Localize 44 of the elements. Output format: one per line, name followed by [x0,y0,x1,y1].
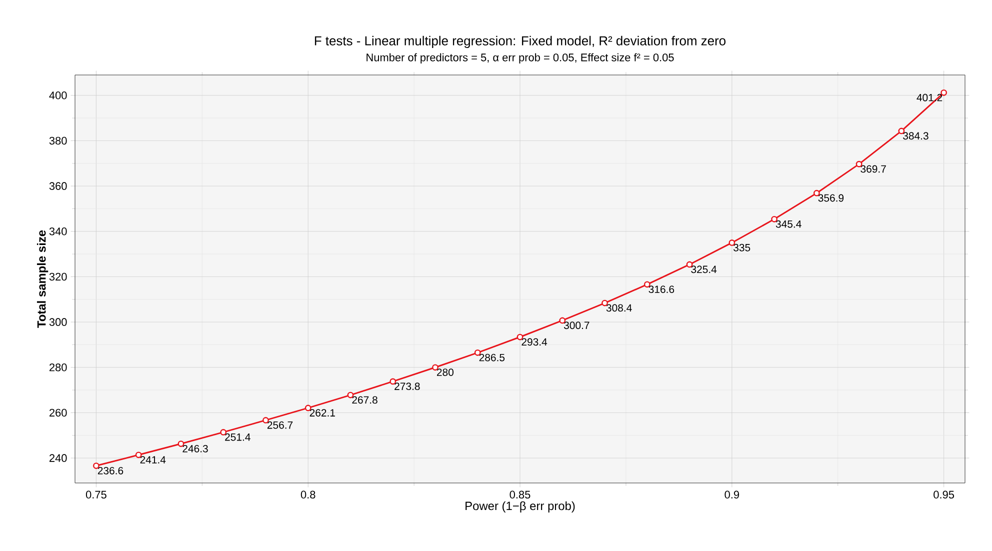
chart-subtitle: Number of predictors = 5, α err prob = 0.05, Effect size f² = 0.05 [366,53,674,64]
point [771,216,778,222]
point [93,462,100,469]
y-tick-label: 260 [50,408,67,417]
chart-title: F tests - Linear multiple regression: Fixed model, R² deviation from zero [314,36,726,48]
data-label: 356.9 [818,194,844,202]
data-label: 335 [734,244,750,252]
y-tick-label: 240 [50,454,67,462]
data-label: 300.7 [564,322,590,330]
data-label: 293.4 [522,338,548,346]
point [432,364,438,371]
data-label: 251.4 [225,433,250,441]
data-label: 236.6 [98,466,124,474]
y-tick-label: 340 [49,228,67,236]
data-label: 267.8 [352,396,378,404]
data-label: 286.5 [479,354,505,362]
data-label: 241.4 [140,456,166,464]
x-tick-label: 0.85 [510,490,530,499]
x-tick-label: 0.95 [934,490,954,499]
y-tick-label: 400 [49,92,67,100]
y-tick-label: 300 [49,318,67,326]
y-tick-label: 320 [49,272,67,281]
y-tick-label: 380 [49,136,67,145]
x-tick-label: 0.75 [86,490,106,499]
data-label: 325.4 [691,266,717,274]
x-tick-label: 0.8 [300,490,316,499]
point [602,300,608,306]
y-axis-title: Total sample size [36,230,48,328]
data-label: 316.6 [648,286,674,294]
y-tick-label: 360 [49,182,67,190]
x-axis-title: Power (1−β err prob) [466,501,575,513]
data-label: 308.4 [606,304,632,312]
data-label: 273.8 [394,382,420,390]
y-tick-label: 280 [50,364,67,372]
data-label: 369.7 [860,165,886,173]
data-label: 246.3 [182,444,208,452]
data-label: 256.7 [267,421,293,429]
data-label: 345.4 [776,220,802,228]
point [262,417,269,424]
data-label: 384.3 [903,132,928,140]
x-tick-label: 0.9 [724,490,740,499]
data-label: 280 [436,368,454,376]
point [178,440,184,447]
data-label: 262.1 [310,409,335,417]
